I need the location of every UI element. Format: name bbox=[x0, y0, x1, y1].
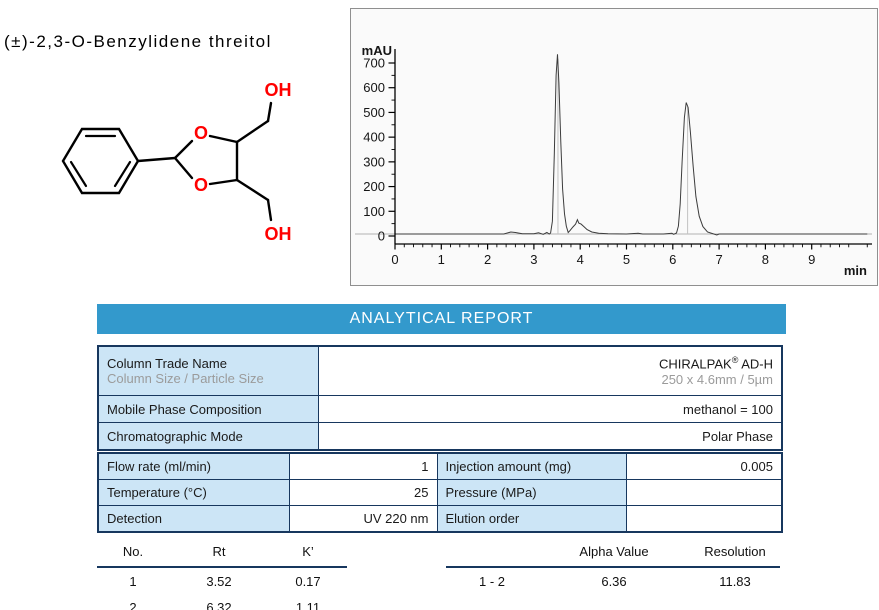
dioxolane-oxygen-bottom: O bbox=[194, 175, 208, 195]
pressure-value bbox=[625, 479, 783, 506]
svg-text:7: 7 bbox=[715, 252, 722, 267]
svg-text:mAU: mAU bbox=[362, 43, 392, 58]
column-trade-name-label: Column Trade Name Column Size / Particle… bbox=[97, 345, 319, 396]
peak-results-table: No. Rt K’ 1 3.52 0.17 2 6.32 1.11 bbox=[97, 538, 347, 610]
svg-text:5: 5 bbox=[623, 252, 630, 267]
molecule-structure: O O OH OH bbox=[61, 80, 292, 244]
hydroxyl-top: OH bbox=[265, 80, 292, 100]
injection-amount-label: Injection amount (mg) bbox=[436, 452, 627, 480]
svg-text:500: 500 bbox=[363, 105, 385, 120]
chromatogram-panel: 0 100 200 300 400 500 600 700 0 1 2 3 4 5 6 7 8 9 mAU min bbox=[350, 8, 878, 286]
kprime-header: K’ bbox=[269, 538, 347, 568]
chromatographic-mode-value: Polar Phase bbox=[317, 422, 783, 451]
peak-row-1: 1 3.52 0.17 bbox=[129, 573, 321, 589]
temperature-value: 25 bbox=[288, 479, 438, 506]
detection-label: Detection bbox=[97, 505, 290, 533]
svg-text:100: 100 bbox=[363, 204, 385, 219]
svg-text:0: 0 bbox=[378, 229, 385, 244]
chromatogram-plot: 0 100 200 300 400 500 600 700 0 1 2 3 4 5 6 7 8 9 mAU min bbox=[355, 43, 872, 278]
hydroxyl-bottom: OH bbox=[265, 224, 292, 244]
resolution-header: Resolution bbox=[690, 538, 780, 568]
compound-title: (±)-2,3-O-Benzylidene threitol bbox=[4, 32, 272, 51]
svg-text:9: 9 bbox=[808, 252, 815, 267]
svg-text:3: 3 bbox=[530, 252, 537, 267]
svg-text:600: 600 bbox=[363, 80, 385, 95]
svg-text:2: 2 bbox=[484, 252, 491, 267]
peak-no-header: No. bbox=[97, 538, 169, 568]
flow-rate-value: 1 bbox=[288, 452, 438, 480]
elution-order-value bbox=[625, 505, 783, 533]
svg-text:700: 700 bbox=[363, 56, 385, 71]
svg-text:0: 0 bbox=[391, 252, 398, 267]
chromatographic-mode-label: Chromatographic Mode bbox=[97, 422, 319, 451]
elution-order-label: Elution order bbox=[436, 505, 627, 533]
svg-text:400: 400 bbox=[363, 130, 385, 145]
column-trade-name-value: CHIRALPAK® AD-H 250 x 4.6mm / 5µm bbox=[317, 345, 783, 396]
alpha-value-header: Alpha Value bbox=[538, 538, 690, 568]
benzene-ring bbox=[61, 127, 140, 195]
pair-header bbox=[446, 538, 538, 568]
column-info-table: Column Trade Name Column Size / Particle… bbox=[97, 345, 783, 451]
svg-text:min: min bbox=[844, 263, 867, 278]
conditions-table: Flow rate (ml/min) 1 Injection amount (m… bbox=[97, 452, 783, 533]
separation-row-1-2: 1 - 2 6.36 11.83 bbox=[478, 573, 751, 589]
svg-text:8: 8 bbox=[762, 252, 769, 267]
svg-text:6: 6 bbox=[669, 252, 676, 267]
svg-text:200: 200 bbox=[363, 179, 385, 194]
dioxolane-oxygen-top: O bbox=[194, 123, 208, 143]
report-banner: ANALYTICAL REPORT bbox=[97, 304, 786, 334]
flow-rate-label: Flow rate (ml/min) bbox=[97, 452, 290, 480]
rt-header: Rt bbox=[169, 538, 269, 568]
injection-amount-value: 0.005 bbox=[625, 452, 783, 480]
mobile-phase-value: methanol = 100 bbox=[317, 395, 783, 423]
detection-value: UV 220 nm bbox=[288, 505, 438, 533]
svg-text:4: 4 bbox=[577, 252, 584, 267]
svg-text:300: 300 bbox=[363, 154, 385, 169]
temperature-label: Temperature (°C) bbox=[97, 479, 290, 506]
separation-results-table: Alpha Value Resolution 1 - 2 6.36 11.83 bbox=[446, 538, 780, 594]
mobile-phase-label: Mobile Phase Composition bbox=[97, 395, 319, 423]
peak-row-2: 2 6.32 1.11 bbox=[129, 599, 321, 610]
pressure-label: Pressure (MPa) bbox=[436, 479, 627, 506]
svg-text:1: 1 bbox=[438, 252, 445, 267]
